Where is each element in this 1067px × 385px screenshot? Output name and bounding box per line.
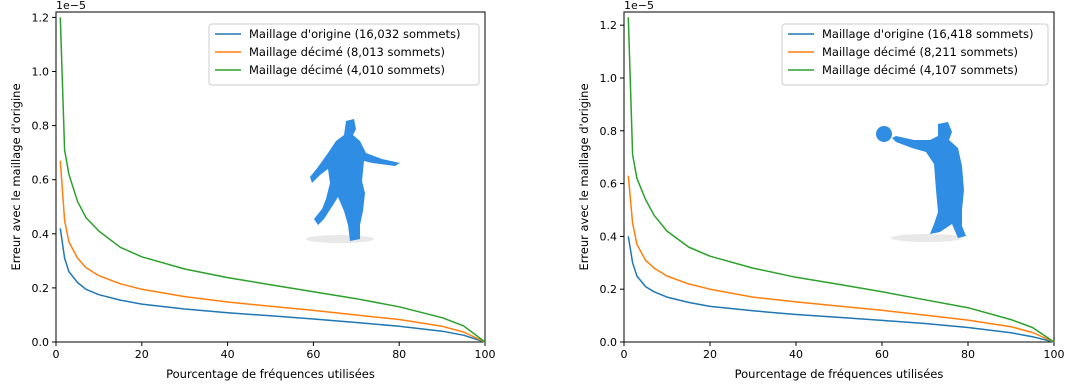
x-tick-label: 0: [621, 348, 628, 361]
y-axis-ticks: 0.0 0.2 0.4 0.6 0.8 1.0 1.2: [32, 11, 56, 349]
series-line-1: [59, 228, 486, 343]
series-line-3: [59, 17, 486, 343]
mesh-thumbnail: [306, 119, 400, 243]
legend-label: Maillage décimé (8,013 sommets): [249, 45, 445, 59]
series-lines: [59, 17, 486, 343]
y-tick-label: 0.0: [32, 336, 50, 349]
x-axis-ticks: 0 20 40 60 80 100: [53, 342, 496, 361]
y-tick-label: 0.6: [600, 178, 618, 191]
x-tick-label: 100: [1044, 348, 1065, 361]
x-tick-label: 20: [135, 348, 149, 361]
y-tick-label: 0.2: [32, 282, 50, 295]
y-axis-label: Erreur avec le maillage d'origine: [9, 83, 23, 270]
series-line-2: [59, 160, 486, 343]
y-axis-ticks: 0.0 0.2 0.4 0.6 0.8 1.0 1.2: [600, 19, 624, 349]
x-tick-label: 80: [961, 348, 975, 361]
y-offset-label: 1e−5: [624, 0, 654, 12]
x-tick-label: 80: [392, 348, 406, 361]
x-tick-label: 100: [475, 348, 496, 361]
x-tick-label: 20: [703, 348, 717, 361]
y-tick-label: 1.0: [32, 66, 50, 79]
legend: Maillage d'origine (16,032 sommets) Maill…: [208, 23, 480, 86]
mesh-thumbnail: [876, 122, 966, 242]
chart-panel-left: 0 20 40 60 80 100 0.0 0.2 0.4 0.6 0.8 1.0 1.2 Maill…: [9, 0, 496, 381]
y-tick-label: 1.2: [600, 19, 618, 32]
x-tick-label: 60: [306, 348, 320, 361]
x-axis-label: Pourcentage de fréquences utilisées: [166, 367, 375, 381]
y-tick-label: 0.8: [600, 125, 618, 138]
series-line-3: [627, 17, 1055, 343]
y-tick-label: 0.6: [32, 174, 50, 187]
series-line-1: [627, 236, 1055, 343]
y-tick-label: 0.4: [600, 230, 618, 243]
y-tick-label: 0.0: [600, 336, 618, 349]
y-tick-label: 1.0: [600, 72, 618, 85]
x-tick-label: 60: [875, 348, 889, 361]
y-tick-label: 0.4: [32, 228, 50, 241]
series-lines: [627, 17, 1055, 343]
legend-label: Maillage décimé (8,211 sommets): [822, 45, 1018, 59]
series-line-2: [627, 175, 1055, 343]
x-tick-label: 40: [221, 348, 235, 361]
legend-label: Maillage décimé (4,010 sommets): [249, 63, 445, 77]
x-axis-label: Pourcentage de fréquences utilisées: [735, 367, 944, 381]
legend-label: Maillage d'origine (16,418 sommets): [822, 27, 1033, 41]
y-axis-label: Erreur avec le maillage d'origine: [577, 83, 591, 270]
x-tick-label: 0: [53, 348, 60, 361]
legend-label: Maillage d'origine (16,032 sommets): [249, 27, 460, 41]
y-tick-label: 1.2: [32, 11, 50, 24]
legend: Maillage d'origine (16,418 sommets) Maill…: [781, 23, 1049, 86]
x-axis-ticks: 0 20 40 60 80 100: [621, 342, 1065, 361]
legend-label: Maillage décimé (4,107 sommets): [822, 63, 1018, 77]
y-tick-label: 0.2: [600, 283, 618, 296]
y-tick-label: 0.8: [32, 120, 50, 133]
y-offset-label: 1e−5: [56, 0, 86, 12]
chart-panel-right: 0 20 40 60 80 100 0.0 0.2 0.4 0.6 0.8 1.0 1.2 Maill…: [577, 0, 1065, 381]
x-tick-label: 40: [789, 348, 803, 361]
